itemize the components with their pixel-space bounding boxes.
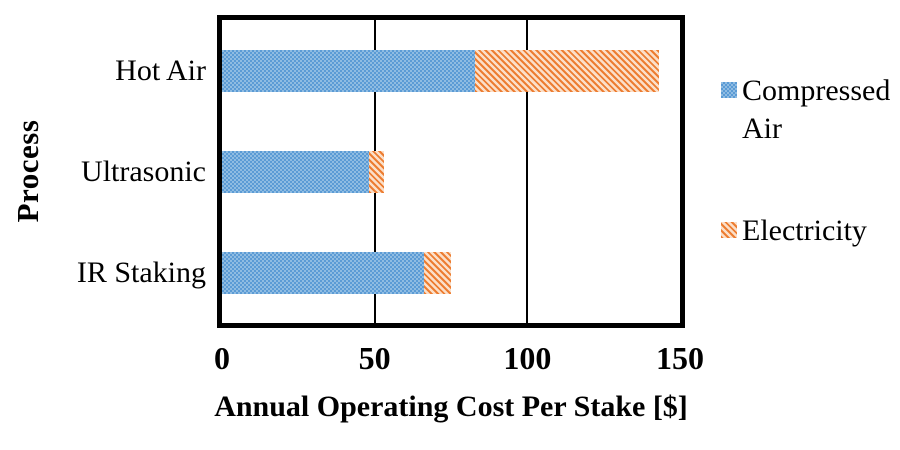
- legend-entry-electricity: Electricity: [721, 212, 900, 250]
- plot-area: [217, 15, 685, 328]
- bar-row-hot-air: [222, 20, 680, 121]
- bar-segment-electricity-hot-air: [475, 49, 659, 92]
- bar-segment-compressed-air-ir-staking: [222, 251, 424, 294]
- bar-segment-compressed-air-ultrasonic: [222, 150, 369, 193]
- bar-hot-air: [222, 49, 680, 92]
- x-tick-150: 150: [656, 340, 704, 376]
- legend: Compressed Air Electricity: [721, 72, 900, 250]
- legend-label-electricity: Electricity: [742, 214, 867, 247]
- legend-label-compressed-air: Compressed Air: [742, 74, 891, 145]
- x-tick-0: 0: [214, 340, 230, 376]
- legend-entry-compressed-air: Compressed Air: [721, 72, 900, 148]
- bar-row-ir-staking: [222, 222, 680, 323]
- legend-marker-electricity: [721, 222, 737, 238]
- gridline-100: [526, 20, 529, 323]
- x-tick-100: 100: [503, 340, 552, 376]
- bar-segment-compressed-air-hot-air: [222, 49, 476, 92]
- bar-segment-electricity-ultrasonic: [368, 150, 384, 193]
- bar-ultrasonic: [222, 150, 680, 193]
- category-label-ir-staking: IR Staking: [76, 255, 206, 289]
- bar-ir-staking: [222, 251, 680, 294]
- x-tick-50: 50: [358, 340, 391, 376]
- bar-row-ultrasonic: [222, 121, 680, 222]
- category-labels: Hot Air Ultrasonic IR Staking: [0, 20, 206, 323]
- category-label-ultrasonic: Ultrasonic: [81, 154, 206, 188]
- bar-segment-electricity-ir-staking: [423, 251, 451, 294]
- category-label-hot-air: Hot Air: [115, 53, 206, 87]
- x-axis-title: Annual Operating Cost Per Stake [$]: [214, 390, 688, 423]
- x-axis-ticks: 0 50 100 150: [214, 340, 704, 382]
- legend-marker-compressed-air: [721, 82, 737, 98]
